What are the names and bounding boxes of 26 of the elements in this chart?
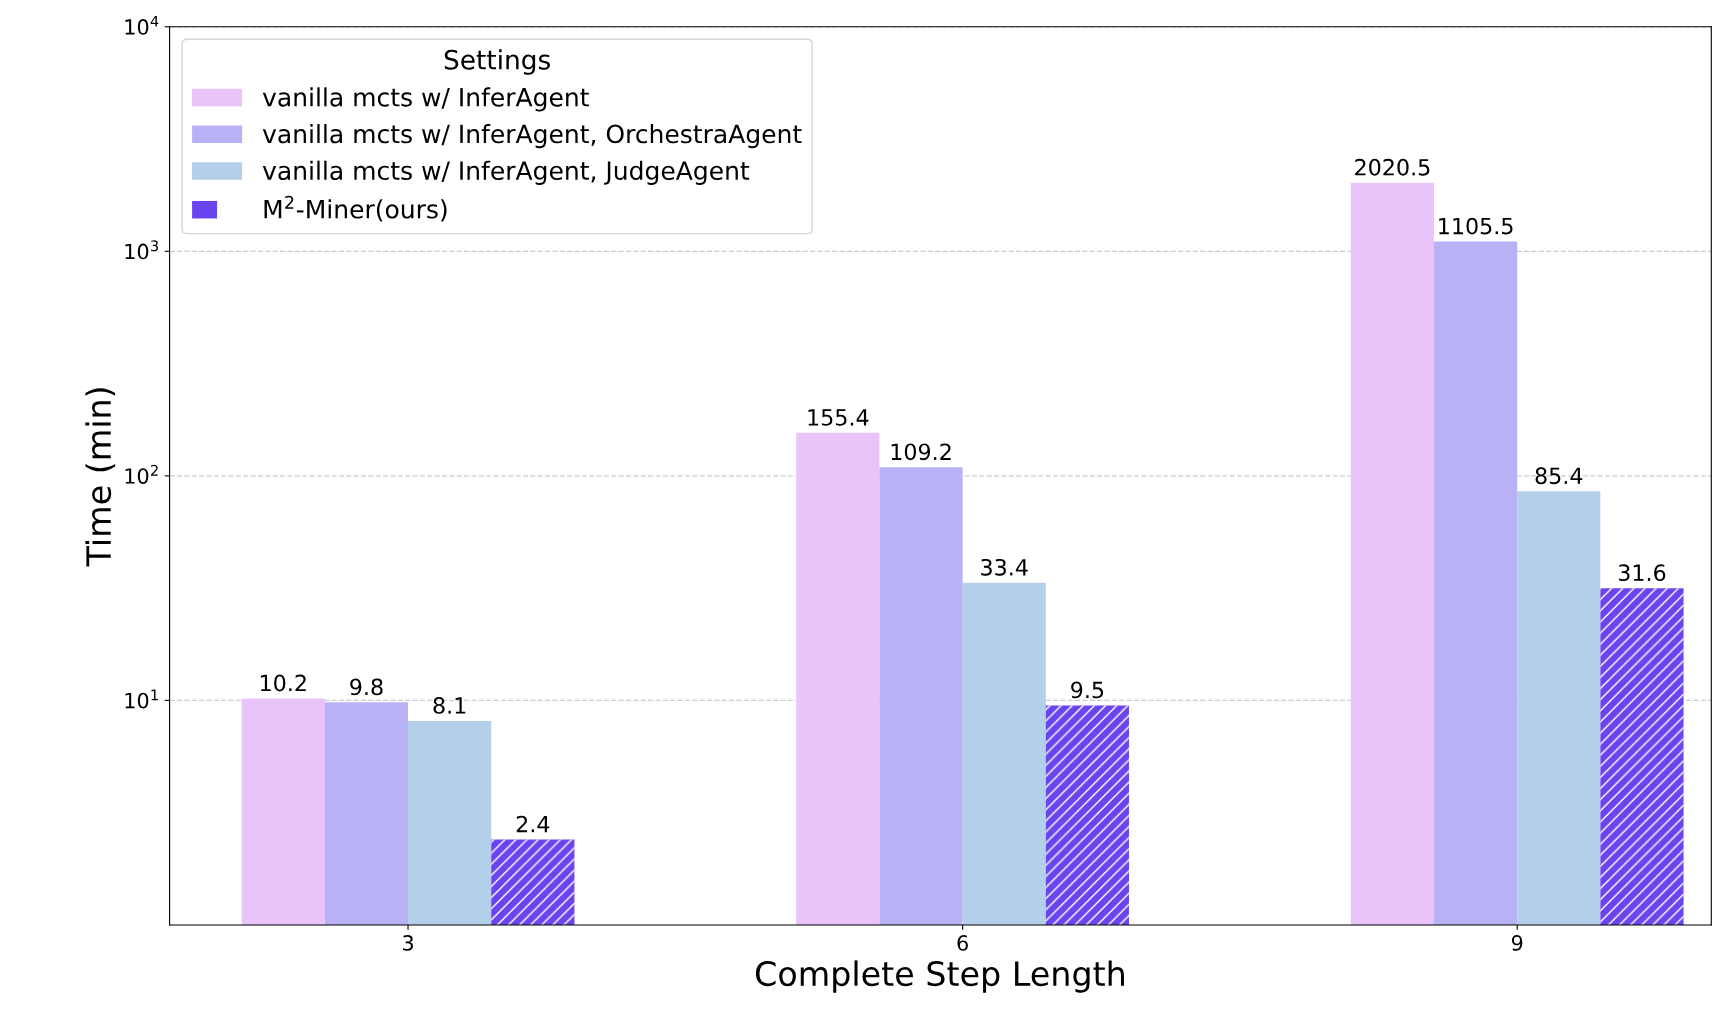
legend-label: vanilla mcts w/ InferAgent, JudgeAgent: [262, 160, 750, 185]
y-tick-label: 10$^{1}$: [125, 689, 158, 709]
data-label: 155.4: [808, 409, 869, 426]
y-tick-label: 10$^{4}$: [125, 15, 159, 35]
data-label: 31.6: [1618, 564, 1666, 582]
data-label: 9.8: [350, 678, 383, 696]
x-axis-title: Complete Step Length: [755, 960, 1124, 993]
data-label: 2020.5: [1355, 158, 1430, 176]
x-tick-label: 9: [1511, 935, 1523, 951]
data-label: 85.4: [1535, 467, 1583, 485]
y-tick-label: 10$^{3}$: [125, 240, 159, 260]
legend-label: vanilla mcts w/ InferAgent, OrchestraAgent: [262, 124, 802, 149]
data-label: 109.2: [891, 443, 951, 461]
data-label: 8.1: [433, 697, 466, 714]
legend-title: Settings: [444, 49, 550, 75]
data-label: 33.4: [981, 558, 1028, 576]
data-label: 10.2: [260, 674, 306, 692]
y-axis-title: Time (min): [85, 388, 116, 567]
legend-label: M$^{2}$-Miner(ours): [264, 195, 447, 222]
x-tick-label: 3: [403, 935, 414, 951]
data-label: 9.5: [1071, 681, 1104, 699]
legend-label: vanilla mcts w/ InferAgent: [262, 87, 589, 112]
y-tick-label: 10$^{2}$: [125, 464, 158, 484]
data-label: 2.4: [516, 815, 550, 833]
data-label: 1105.5: [1439, 217, 1513, 235]
x-tick-label: 6: [957, 935, 968, 951]
